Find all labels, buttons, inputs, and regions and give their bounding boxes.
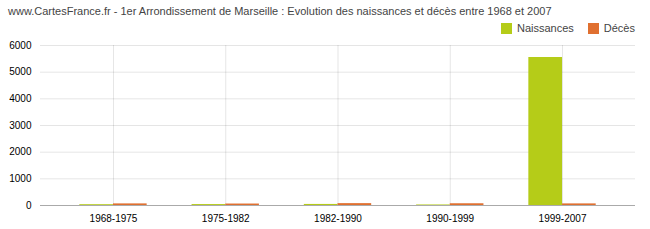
svg-text:5000: 5000 <box>9 66 32 77</box>
html-text:www.CartesFrance.fr - 1er Arro: www.CartesFrance.fr - 1er Arrondissement… <box>8 5 552 17</box>
svg-text:3000: 3000 <box>9 120 32 131</box>
svg-text:1000: 1000 <box>9 173 32 184</box>
svg-text:0: 0 <box>26 200 32 211</box>
svg-text:1990-1999: 1990-1999 <box>426 213 474 224</box>
svg-text:6000: 6000 <box>9 40 32 51</box>
html-text:Naissances: Naissances <box>517 22 574 34</box>
html-text:Décès: Décès <box>603 22 635 34</box>
svg-text:2000: 2000 <box>9 146 32 157</box>
svg-text:1982-1990: 1982-1990 <box>314 213 362 224</box>
svg-text:4000: 4000 <box>9 93 32 104</box>
svg-text:1975-1982: 1975-1982 <box>202 213 250 224</box>
svg-text:1968-1975: 1968-1975 <box>90 213 138 224</box>
svg-text:1999-2007: 1999-2007 <box>539 213 587 224</box>
